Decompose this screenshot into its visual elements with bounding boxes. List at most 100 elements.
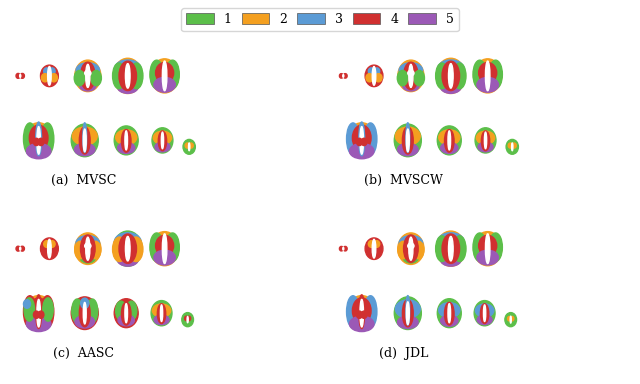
Ellipse shape bbox=[445, 129, 454, 152]
Ellipse shape bbox=[406, 129, 410, 152]
Ellipse shape bbox=[152, 128, 173, 153]
Ellipse shape bbox=[75, 316, 95, 328]
Ellipse shape bbox=[152, 304, 171, 317]
Ellipse shape bbox=[478, 142, 493, 152]
Ellipse shape bbox=[26, 316, 51, 331]
Ellipse shape bbox=[114, 126, 138, 155]
Ellipse shape bbox=[33, 138, 39, 146]
Ellipse shape bbox=[440, 253, 461, 266]
Ellipse shape bbox=[119, 61, 136, 91]
Ellipse shape bbox=[49, 68, 55, 74]
Ellipse shape bbox=[399, 63, 422, 78]
Ellipse shape bbox=[182, 313, 193, 327]
Ellipse shape bbox=[114, 299, 138, 328]
Ellipse shape bbox=[366, 74, 373, 82]
Ellipse shape bbox=[24, 123, 36, 155]
Ellipse shape bbox=[477, 250, 499, 265]
Ellipse shape bbox=[339, 74, 343, 78]
Ellipse shape bbox=[489, 233, 502, 262]
Ellipse shape bbox=[445, 302, 454, 325]
Ellipse shape bbox=[403, 80, 419, 91]
Ellipse shape bbox=[75, 60, 101, 92]
Ellipse shape bbox=[20, 73, 24, 78]
Ellipse shape bbox=[129, 237, 143, 262]
Ellipse shape bbox=[163, 61, 167, 91]
Ellipse shape bbox=[375, 74, 382, 82]
Ellipse shape bbox=[347, 296, 376, 331]
Ellipse shape bbox=[113, 63, 125, 89]
Ellipse shape bbox=[113, 237, 127, 262]
Ellipse shape bbox=[441, 315, 458, 326]
Ellipse shape bbox=[113, 231, 142, 266]
Ellipse shape bbox=[188, 316, 191, 321]
Ellipse shape bbox=[436, 236, 449, 262]
Ellipse shape bbox=[403, 252, 419, 263]
Ellipse shape bbox=[155, 142, 170, 152]
Ellipse shape bbox=[403, 127, 413, 154]
Ellipse shape bbox=[353, 125, 371, 151]
Ellipse shape bbox=[347, 123, 376, 158]
Ellipse shape bbox=[449, 237, 453, 261]
Ellipse shape bbox=[184, 316, 188, 321]
Ellipse shape bbox=[440, 80, 461, 93]
Ellipse shape bbox=[361, 138, 367, 146]
Ellipse shape bbox=[489, 60, 502, 89]
Ellipse shape bbox=[413, 241, 424, 259]
Ellipse shape bbox=[360, 300, 364, 327]
Ellipse shape bbox=[365, 65, 383, 87]
Ellipse shape bbox=[80, 252, 95, 263]
Ellipse shape bbox=[79, 300, 90, 327]
Ellipse shape bbox=[442, 234, 460, 263]
Ellipse shape bbox=[508, 316, 511, 321]
Ellipse shape bbox=[473, 60, 486, 89]
Ellipse shape bbox=[156, 63, 173, 83]
Ellipse shape bbox=[183, 139, 195, 154]
Ellipse shape bbox=[37, 127, 40, 154]
Ellipse shape bbox=[436, 58, 465, 93]
Ellipse shape bbox=[408, 70, 414, 76]
Ellipse shape bbox=[448, 304, 451, 323]
Ellipse shape bbox=[481, 304, 489, 323]
Ellipse shape bbox=[506, 139, 518, 154]
Ellipse shape bbox=[339, 247, 343, 251]
Ellipse shape bbox=[343, 74, 344, 77]
Ellipse shape bbox=[476, 131, 495, 144]
Ellipse shape bbox=[394, 124, 421, 157]
Ellipse shape bbox=[185, 143, 189, 148]
Ellipse shape bbox=[399, 235, 422, 251]
Ellipse shape bbox=[343, 74, 347, 78]
Ellipse shape bbox=[38, 311, 44, 318]
Ellipse shape bbox=[158, 131, 166, 151]
Ellipse shape bbox=[485, 234, 490, 263]
Ellipse shape bbox=[473, 233, 486, 262]
Ellipse shape bbox=[437, 60, 464, 78]
Ellipse shape bbox=[119, 234, 136, 263]
Text: (a)  MVSC: (a) MVSC bbox=[51, 174, 116, 187]
Ellipse shape bbox=[24, 123, 53, 158]
Ellipse shape bbox=[47, 66, 51, 85]
Ellipse shape bbox=[24, 296, 36, 328]
Ellipse shape bbox=[408, 243, 414, 249]
Ellipse shape bbox=[26, 144, 51, 159]
Ellipse shape bbox=[406, 296, 410, 325]
Ellipse shape bbox=[87, 299, 98, 323]
Ellipse shape bbox=[512, 143, 516, 148]
Ellipse shape bbox=[449, 64, 453, 88]
Ellipse shape bbox=[485, 61, 490, 91]
Ellipse shape bbox=[187, 316, 188, 323]
Ellipse shape bbox=[151, 301, 172, 326]
Ellipse shape bbox=[439, 303, 460, 318]
Ellipse shape bbox=[154, 250, 175, 265]
Ellipse shape bbox=[481, 131, 490, 151]
Ellipse shape bbox=[166, 233, 179, 262]
Ellipse shape bbox=[505, 313, 516, 327]
Ellipse shape bbox=[83, 303, 86, 324]
Ellipse shape bbox=[343, 247, 344, 250]
Ellipse shape bbox=[398, 60, 424, 92]
Ellipse shape bbox=[364, 123, 377, 155]
Ellipse shape bbox=[24, 300, 31, 308]
Ellipse shape bbox=[74, 70, 84, 86]
Ellipse shape bbox=[79, 127, 90, 154]
Ellipse shape bbox=[75, 233, 101, 265]
Ellipse shape bbox=[361, 311, 367, 318]
